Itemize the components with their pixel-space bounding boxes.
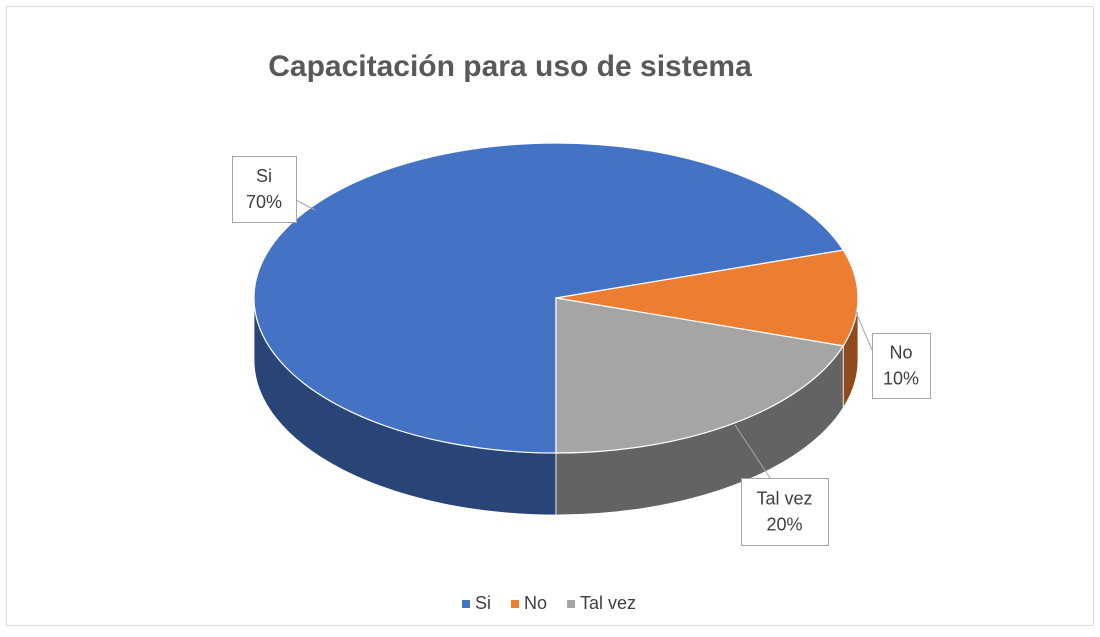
data-label-value: 70% bbox=[246, 192, 282, 212]
chart-title: Capacitación para uso de sistema bbox=[268, 50, 752, 83]
data-label-name: Tal vez bbox=[756, 488, 812, 508]
leader-line bbox=[295, 199, 316, 211]
pie-slice bbox=[555, 249, 859, 347]
pie-slice bbox=[253, 142, 845, 454]
leader-line bbox=[854, 309, 873, 351]
label-box bbox=[741, 478, 829, 546]
legend-swatch bbox=[462, 600, 470, 608]
legend-label: Si bbox=[475, 593, 491, 613]
data-label-name: No bbox=[889, 342, 912, 362]
leader-line bbox=[734, 424, 771, 479]
label-box bbox=[232, 156, 297, 223]
data-label-name: Si bbox=[256, 166, 272, 186]
label-box bbox=[872, 333, 931, 399]
data-label-value: 20% bbox=[766, 514, 802, 534]
data-label-value: 10% bbox=[883, 368, 919, 388]
legend-swatch bbox=[511, 600, 520, 608]
legend-label: No bbox=[524, 593, 547, 613]
legend-swatch bbox=[567, 600, 576, 608]
legend: Si No Tal vez bbox=[462, 593, 636, 613]
legend-label: Tal vez bbox=[580, 593, 636, 613]
pie-slice bbox=[555, 297, 845, 454]
